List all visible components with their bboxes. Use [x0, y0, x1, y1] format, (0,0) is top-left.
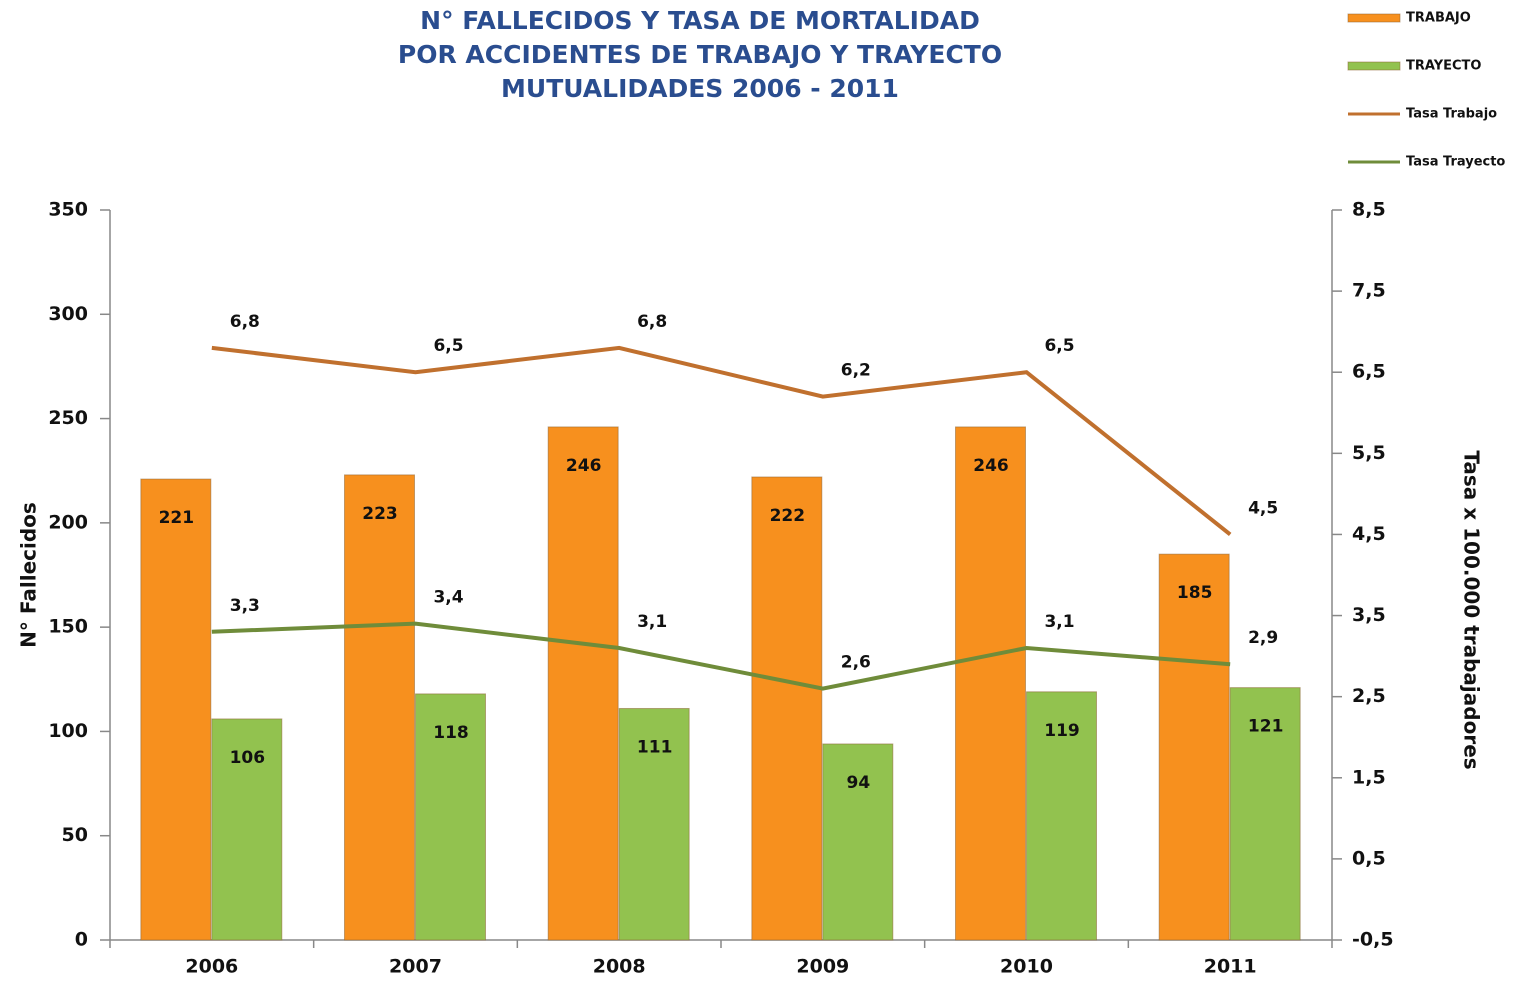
chart-title: MUTUALIDADES 2006 - 2011	[501, 74, 899, 103]
x-tick-label: 2008	[593, 956, 646, 978]
y2-tick-label: 6,5	[1352, 361, 1386, 383]
y-tick-label: 300	[48, 303, 88, 325]
y-tick-label: 150	[48, 616, 88, 638]
bar-value-label: 94	[846, 773, 870, 793]
bar	[547, 426, 619, 941]
bar	[822, 743, 894, 941]
line-value-label: 2,6	[841, 653, 871, 673]
y-tick-label: 50	[62, 824, 88, 846]
bar	[1229, 687, 1301, 941]
legend-label: TRAYECTO	[1406, 59, 1481, 74]
bar	[344, 474, 415, 941]
bar	[211, 718, 283, 941]
bar-value-label: 222	[770, 506, 806, 526]
bar-value-label: 119	[1044, 721, 1080, 741]
chart-title: POR ACCIDENTES DE TRABAJO Y TRAYECTO	[398, 40, 1002, 69]
legend-swatch	[1347, 13, 1401, 23]
y2-tick-label: 4,5	[1352, 523, 1386, 545]
bar	[415, 693, 486, 941]
bar-value-label: 111	[637, 737, 673, 757]
bar-value-label: 246	[566, 456, 602, 476]
line-value-label: 6,5	[1044, 336, 1074, 356]
line-value-label: 6,8	[637, 312, 667, 332]
y-tick-label: 350	[48, 199, 88, 221]
y-tick-label: 250	[48, 407, 88, 429]
y2-tick-label: 0,5	[1352, 847, 1386, 869]
line-value-label: 3,1	[1044, 612, 1074, 632]
bar-value-label: 121	[1248, 717, 1284, 737]
y2-tick-label: 8,5	[1352, 199, 1386, 221]
line-value-label: 6,8	[230, 312, 260, 332]
line-value-label: 4,5	[1248, 498, 1278, 518]
line	[211, 621, 1231, 691]
y2-tick-label: 3,5	[1352, 604, 1386, 626]
y-tick-label: 0	[75, 929, 88, 951]
line-value-label: 6,2	[841, 361, 871, 381]
line-value-label: 3,1	[637, 612, 667, 632]
x-tick-label: 2010	[1000, 956, 1053, 978]
y2-axis-label: Tasa x 100.000 trabajadores	[1460, 450, 1484, 769]
line	[211, 345, 1232, 537]
line-value-label: 2,9	[1248, 628, 1278, 648]
bar-value-label: 246	[973, 456, 1009, 476]
y2-tick-label: 1,5	[1352, 766, 1386, 788]
y2-tick-label: 5,5	[1352, 442, 1386, 464]
legend-label: Tasa Trayecto	[1406, 155, 1505, 170]
y-tick-label: 100	[48, 720, 88, 742]
y-axis-label: N° Fallecidos	[17, 502, 41, 648]
x-tick-label: 2007	[389, 956, 442, 978]
legend-label: Tasa Trabajo	[1406, 107, 1497, 122]
y2-tick-label: 7,5	[1352, 280, 1386, 302]
bar-value-label: 185	[1177, 583, 1213, 603]
y-tick-label: 200	[48, 511, 88, 533]
bar-value-label: 223	[362, 504, 398, 524]
bar	[618, 707, 690, 941]
bar	[140, 478, 212, 941]
bar-value-label: 221	[159, 508, 195, 528]
legend-label: TRABAJO	[1406, 11, 1471, 26]
x-tick-label: 2009	[796, 956, 849, 978]
bar	[1026, 691, 1097, 941]
bar	[751, 476, 823, 941]
chart-title: N° FALLECIDOS Y TASA DE MORTALIDAD	[420, 6, 980, 35]
bar-value-label: 106	[230, 748, 266, 768]
y2-tick-label: -0,5	[1352, 929, 1394, 951]
bar	[955, 426, 1026, 941]
bar-value-label: 118	[433, 723, 469, 743]
x-tick-label: 2006	[185, 956, 238, 978]
bar	[1158, 553, 1230, 941]
line-value-label: 6,5	[433, 336, 463, 356]
line-value-label: 3,3	[230, 596, 260, 616]
x-tick-label: 2011	[1204, 956, 1257, 978]
line-value-label: 3,4	[433, 588, 463, 608]
legend-swatch	[1347, 61, 1401, 71]
y2-tick-label: 2,5	[1352, 685, 1386, 707]
